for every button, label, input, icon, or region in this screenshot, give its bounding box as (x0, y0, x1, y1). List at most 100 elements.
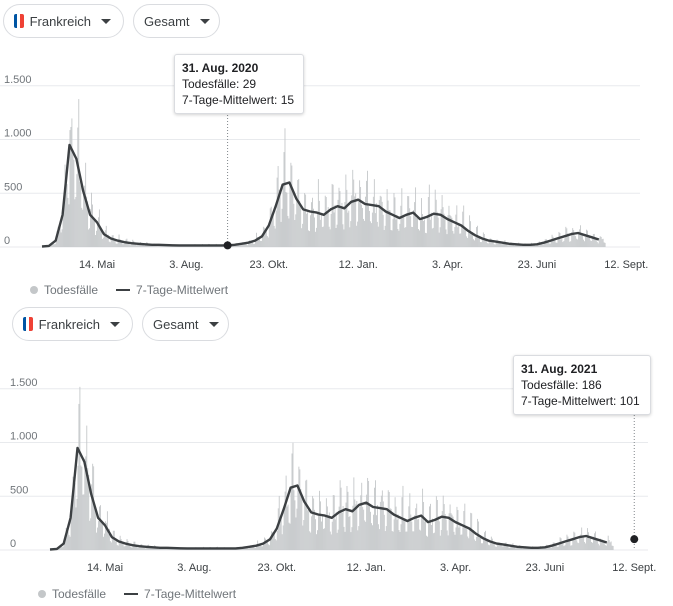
daily-bar (350, 221, 352, 247)
daily-bar (199, 549, 201, 550)
daily-bar (87, 467, 89, 550)
daily-bar (351, 527, 353, 550)
daily-bar (572, 228, 574, 247)
daily-bar (55, 239, 57, 247)
daily-bar (295, 214, 297, 247)
daily-bar (377, 524, 379, 550)
country-dropdown[interactable]: Frankreich (12, 307, 133, 341)
daily-bar (474, 240, 475, 247)
daily-bar (312, 197, 313, 247)
daily-bar (64, 536, 66, 550)
daily-bar (240, 245, 242, 247)
daily-bar (320, 501, 321, 550)
daily-bar (423, 501, 425, 550)
daily-bar (137, 547, 139, 550)
x-tick-label: 23. Juni (526, 562, 565, 574)
daily-bar (142, 547, 144, 550)
daily-bar (307, 212, 309, 247)
daily-bar (395, 506, 397, 550)
daily-bar (391, 230, 393, 247)
daily-bar (451, 514, 453, 550)
daily-bar (288, 522, 290, 550)
daily-bar (273, 225, 275, 247)
daily-bar (408, 196, 410, 247)
daily-bar (365, 196, 366, 247)
daily-bar (345, 502, 347, 550)
y-tick-label: 1.000 (10, 431, 38, 443)
daily-bar (577, 239, 579, 247)
daily-bar (73, 487, 75, 550)
daily-bar (398, 530, 400, 550)
daily-bar (89, 520, 91, 550)
daily-bar (153, 547, 154, 550)
daily-bar (95, 235, 96, 247)
metric-dropdown[interactable]: Gesamt (133, 4, 220, 38)
daily-bar (555, 242, 557, 247)
daily-bar (612, 545, 614, 550)
daily-bar (318, 513, 319, 550)
country-dropdown[interactable]: Frankreich (3, 4, 124, 38)
daily-bar (328, 226, 330, 247)
daily-bar (275, 540, 277, 550)
daily-bar (473, 239, 474, 247)
daily-bar (426, 535, 427, 550)
daily-bar (340, 487, 342, 550)
daily-bar (268, 225, 270, 247)
daily-bar (445, 229, 447, 247)
daily-bar (129, 244, 131, 247)
daily-bar (303, 208, 305, 247)
daily-bar (60, 232, 62, 247)
daily-bar (440, 529, 442, 550)
x-tick-label: 14. Mai (79, 259, 115, 271)
daily-bar (369, 221, 371, 247)
daily-bar (144, 245, 146, 247)
daily-bar (76, 498, 78, 550)
daily-bar (417, 519, 419, 550)
daily-bar (241, 243, 243, 247)
daily-bar (530, 548, 532, 550)
daily-bar (589, 538, 590, 550)
daily-bar (462, 211, 464, 247)
caret-down-icon (208, 321, 219, 327)
chart-canvas[interactable]: 0 500 1.000 1.500 14. Mai 3. Aug. 23. Okt. 12. … (0, 351, 673, 587)
daily-bar (267, 544, 269, 550)
daily-bar (476, 536, 478, 550)
daily-bar (319, 219, 321, 247)
x-tick-label: 12. Jan. (347, 562, 386, 574)
daily-bar (75, 507, 77, 550)
daily-bar (280, 221, 282, 247)
daily-bar (337, 199, 339, 247)
daily-bar (351, 195, 353, 247)
daily-bar (399, 223, 401, 247)
metric-dropdown[interactable]: Gesamt (142, 307, 229, 341)
daily-bar (548, 243, 550, 247)
daily-bar (271, 532, 273, 550)
daily-bar (425, 520, 426, 550)
daily-bar (143, 546, 145, 550)
daily-bar (90, 209, 92, 247)
daily-bar (261, 546, 263, 550)
daily-bar (581, 527, 583, 550)
daily-bar (298, 466, 300, 550)
daily-bar (63, 542, 65, 550)
daily-bar (467, 237, 469, 247)
daily-bar (490, 238, 492, 247)
daily-bar (86, 425, 88, 550)
daily-bar (259, 240, 261, 247)
daily-bar (496, 239, 498, 247)
daily-bar (403, 214, 405, 247)
daily-bar (406, 531, 408, 550)
daily-bar (149, 547, 151, 550)
daily-bar (272, 533, 274, 550)
daily-bar (554, 238, 556, 247)
daily-bar (576, 540, 578, 550)
daily-bar (158, 548, 159, 550)
daily-bar (571, 545, 573, 550)
daily-bar (361, 482, 363, 550)
daily-bar (578, 543, 580, 550)
chart-canvas[interactable]: 0 500 1.000 1.500 14. Mai 3. Aug. 23. Okt. 12. … (0, 48, 673, 284)
daily-bar (475, 237, 476, 247)
daily-bar (296, 508, 298, 550)
daily-bar (334, 204, 336, 247)
daily-bar (433, 215, 435, 247)
